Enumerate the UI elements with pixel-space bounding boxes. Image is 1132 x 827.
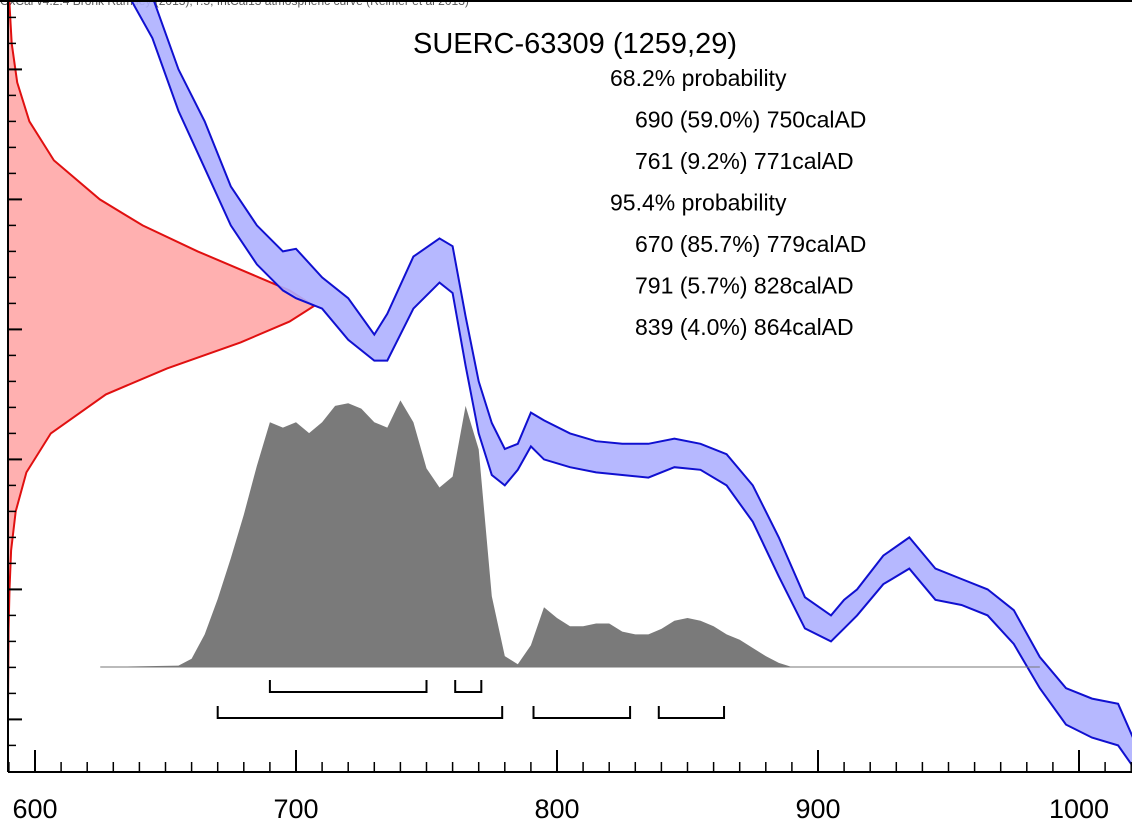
calibration-curve-upper bbox=[152, 0, 1132, 738]
chart-title: SUERC-63309 (1259,29) bbox=[413, 28, 737, 60]
radiocarbon-area bbox=[8, 0, 314, 707]
calibration-curve-layer bbox=[129, 0, 1132, 767]
x-tick-label: 900 bbox=[795, 794, 840, 824]
calibration-curve-band bbox=[131, 0, 1132, 766]
probability-range-text: 839 (4.0%) 864calAD bbox=[635, 314, 854, 340]
range-95-bracket-2 bbox=[657, 706, 726, 719]
probability-range-text: 791 (5.7%) 828calAD bbox=[635, 273, 854, 299]
probability-range-text: 761 (9.2%) 771calAD bbox=[635, 148, 854, 174]
annotations-layer: 68.2% probability 690 (59.0%) 750calAD 761… bbox=[610, 65, 866, 340]
x-tick-label: 800 bbox=[534, 794, 579, 824]
probability-range-text: 690 (59.0%) 750calAD bbox=[635, 107, 866, 133]
range-68-bracket-1 bbox=[454, 680, 483, 693]
x-tick-label: 1000 bbox=[1049, 794, 1109, 824]
x-tick-label: 700 bbox=[273, 794, 318, 824]
probability-heading: 68.2% probability bbox=[610, 65, 787, 91]
probability-ranges-layer bbox=[216, 680, 726, 719]
probability-heading: 95.4% probability bbox=[610, 190, 787, 216]
posterior-distribution-layer bbox=[100, 400, 1040, 668]
probability-range-text: 670 (85.7%) 779calAD bbox=[635, 231, 866, 257]
program-caption: OxCal v4.2.4 Bronk Ramsey (2013); r:5; I… bbox=[0, 0, 469, 8]
range-95-bracket-1 bbox=[532, 706, 632, 719]
posterior-area bbox=[100, 400, 1040, 667]
range-68-bracket-0 bbox=[268, 680, 428, 693]
range-95-bracket-0 bbox=[216, 706, 504, 719]
x-tick-label: 600 bbox=[12, 794, 57, 824]
calibration-curve-lower bbox=[129, 0, 1132, 767]
